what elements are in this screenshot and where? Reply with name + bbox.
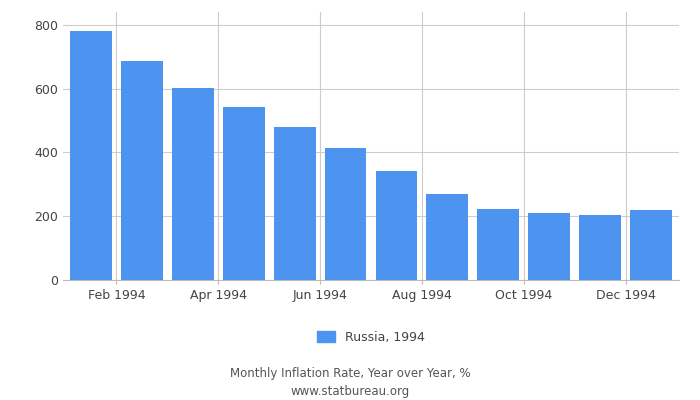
Bar	[223, 107, 265, 280]
Bar	[376, 171, 417, 280]
Bar	[426, 194, 468, 280]
Legend: Russia, 1994: Russia, 1994	[312, 326, 430, 349]
Bar	[121, 62, 163, 280]
Bar	[274, 127, 316, 280]
Bar	[70, 30, 112, 280]
Text: Monthly Inflation Rate, Year over Year, %: Monthly Inflation Rate, Year over Year, …	[230, 368, 470, 380]
Bar	[477, 209, 519, 280]
Bar	[528, 213, 570, 280]
Bar	[172, 88, 214, 280]
Bar	[630, 210, 672, 280]
Bar	[579, 215, 621, 280]
Text: www.statbureau.org: www.statbureau.org	[290, 386, 410, 398]
Bar	[325, 148, 366, 280]
